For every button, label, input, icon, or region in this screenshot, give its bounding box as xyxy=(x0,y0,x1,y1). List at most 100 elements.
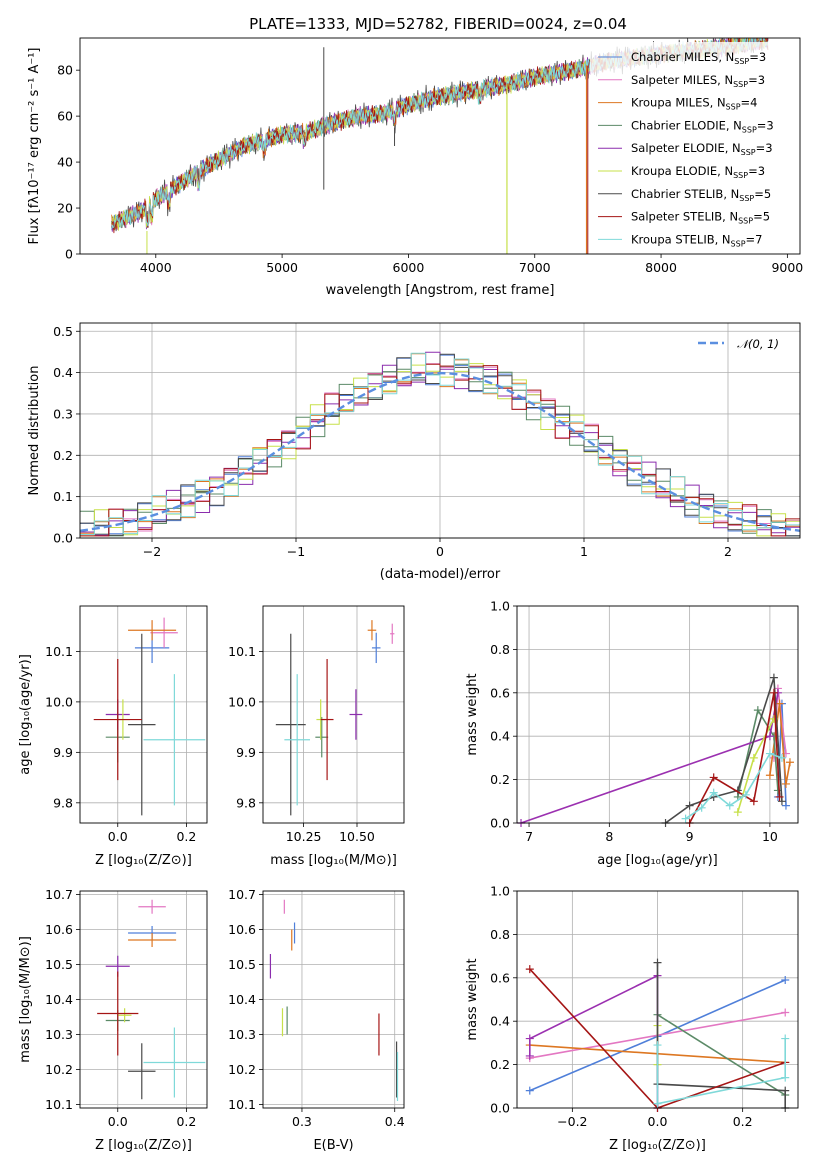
y-tick-label: 0.2 xyxy=(53,448,73,463)
legend-label: Chabrier STELIB, NSSP=5 xyxy=(631,187,771,203)
y-axis-label: mass [log₁₀(M/M⊙)] xyxy=(18,936,33,1063)
y-tick-label: 10.3 xyxy=(45,1027,73,1042)
y-tick-label: 40 xyxy=(57,155,73,170)
weight-marker-8 xyxy=(769,688,778,697)
y-tick-label: 0 xyxy=(65,247,73,262)
y-tick-label: 1.0 xyxy=(490,884,510,899)
residuals-panel: −2 −1 0 1 2 0.0 0.1 0.2 0.3 0.4 0.5 𝒩(0, 1) (data-mo… xyxy=(27,322,801,582)
weight-marker-6 xyxy=(733,808,742,817)
y-tick-label: 0.8 xyxy=(490,927,510,942)
weight-line-7 xyxy=(665,677,783,823)
y-tick-label: 10.6 xyxy=(45,922,73,937)
weight-marker-8 xyxy=(749,797,758,806)
weight-marker-5 xyxy=(525,1051,534,1060)
x-tick-label: 9000 xyxy=(771,260,803,275)
weight-marker-9 xyxy=(653,1041,662,1050)
y-axis-label: Flux [fλ10⁻¹⁷ erg cm⁻² s⁻¹ A⁻¹] xyxy=(27,48,42,245)
weight-marker-1 xyxy=(525,1086,534,1095)
x-tick-label: 0 xyxy=(436,544,444,559)
weight-marker-8 xyxy=(525,965,534,974)
y-tick-label: 9.8 xyxy=(236,795,256,810)
x-tick-label: 4000 xyxy=(140,260,172,275)
mass-vs-ebv-panel: 0.3 0.4 10.1 10.2 10.3 10.4 10.5 10.6 10.7 E(B-V) xyxy=(228,887,405,1153)
x-tick-label: −2 xyxy=(143,544,161,559)
mass-vs-metallicity-panel: 0.0 0.2 10.1 10.2 10.3 10.4 10.5 10.6 10.7 Z [log… xyxy=(18,887,208,1153)
x-tick-label: 0.3 xyxy=(292,1114,312,1129)
y-tick-label: 10.1 xyxy=(228,1097,256,1112)
legend-label: Chabrier ELODIE, NSSP=3 xyxy=(631,118,774,134)
legend-label: Kroupa ELODIE, NSSP=3 xyxy=(631,164,765,180)
x-tick-label: 0.0 xyxy=(108,829,128,844)
y-tick-label: 10.7 xyxy=(228,887,256,902)
x-tick-label: 1 xyxy=(580,544,588,559)
y-tick-label: 9.9 xyxy=(236,745,256,760)
x-axis-label: wavelength [Angstrom, rest frame] xyxy=(326,283,555,298)
y-tick-label: 10.5 xyxy=(228,957,256,972)
y-axis-label: mass weight xyxy=(465,673,480,755)
y-tick-label: 10.7 xyxy=(45,887,73,902)
massweight-vs-age-panel: 7 8 9 10 0.0 0.2 0.4 0.6 0.8 1.0 age [log₁₀(age/yr… xyxy=(465,599,799,868)
x-tick-label: 0.0 xyxy=(108,1114,128,1129)
age-vs-metallicity-panel: 0.0 0.2 9.8 9.9 10.0 10.1 Z [log₁₀(Z/Z⊙)] age [… xyxy=(18,605,208,868)
weight-marker-7 xyxy=(685,801,694,810)
axes-frame xyxy=(262,605,405,824)
x-tick-label: 0.2 xyxy=(733,1114,753,1129)
weight-marker-9 xyxy=(781,1073,790,1082)
axes-frame xyxy=(79,322,801,539)
weight-marker-5 xyxy=(525,1034,534,1043)
x-tick-label: 8000 xyxy=(645,260,677,275)
x-tick-label: 0.0 xyxy=(648,1114,668,1129)
x-tick-label: 8 xyxy=(605,829,613,844)
histogram-step-7 xyxy=(80,353,800,537)
legend-label: Salpeter MILES, NSSP=3 xyxy=(631,73,765,89)
y-tick-label: 60 xyxy=(57,109,73,124)
y-tick-label: 0.0 xyxy=(490,1101,510,1116)
x-tick-label: 6000 xyxy=(393,260,425,275)
legend-label: 𝒩(0, 1) xyxy=(737,337,779,351)
y-axis-label: age [log₁₀(age/yr)] xyxy=(18,654,33,775)
axes-frame xyxy=(79,890,208,1109)
x-tick-label: 0.4 xyxy=(385,1114,405,1129)
legend-label: Chabrier MILES, NSSP=3 xyxy=(631,50,766,66)
weight-marker-9 xyxy=(777,753,786,762)
spectrum-legend: Chabrier MILES, NSSP=3 Salpeter MILES, NS… xyxy=(590,42,798,250)
legend-box xyxy=(590,42,798,250)
y-tick-label: 10.4 xyxy=(228,992,256,1007)
weight-marker-5 xyxy=(765,732,774,741)
y-tick-label: 10.6 xyxy=(228,922,256,937)
axes-frame xyxy=(79,37,801,255)
y-tick-label: 0.4 xyxy=(490,729,510,744)
y-tick-label: 0.4 xyxy=(490,1014,510,1029)
y-tick-label: 10.0 xyxy=(45,694,73,709)
age-vs-mass-panel: 10.25 10.50 9.8 9.9 10.0 10.1 mass [log₁₀(M/M⊙… xyxy=(228,605,405,868)
x-tick-label: −0.2 xyxy=(557,1114,587,1129)
weight-marker-9 xyxy=(725,801,734,810)
weight-marker-3 xyxy=(785,758,794,767)
x-tick-label: −1 xyxy=(287,544,305,559)
weight-marker-3 xyxy=(775,699,784,708)
y-tick-label: 10.1 xyxy=(45,644,73,659)
y-tick-label: 0.8 xyxy=(490,642,510,657)
normal-curve xyxy=(79,371,801,532)
y-tick-label: 10.2 xyxy=(228,1062,256,1077)
y-tick-label: 0.2 xyxy=(490,772,510,787)
weight-marker-8 xyxy=(775,792,784,801)
weight-marker-7 xyxy=(777,797,786,806)
massweight-vs-metallicity-panel: −0.2 0.0 0.2 0.0 0.2 0.4 0.6 0.8 1.0 Z [log₁₀(Z/Z… xyxy=(465,884,799,1153)
y-tick-label: 0.2 xyxy=(490,1057,510,1072)
y-tick-label: 0.6 xyxy=(490,970,510,985)
weight-marker-9 xyxy=(781,1034,790,1043)
weight-line-4 xyxy=(737,708,779,798)
y-tick-label: 9.8 xyxy=(53,795,73,810)
legend-label: Salpeter ELODIE, NSSP=3 xyxy=(631,141,773,157)
y-tick-label: 10.2 xyxy=(45,1062,73,1077)
weight-marker-7 xyxy=(653,958,662,967)
weight-marker-9 xyxy=(697,803,706,812)
x-axis-label: mass [log₁₀(M/M⊙)] xyxy=(270,853,397,868)
y-tick-label: 10.4 xyxy=(45,992,73,1007)
x-tick-label: 9 xyxy=(686,829,694,844)
x-tick-label: 10 xyxy=(762,829,778,844)
y-tick-label: 0.1 xyxy=(53,489,73,504)
x-tick-label: 5000 xyxy=(266,260,298,275)
